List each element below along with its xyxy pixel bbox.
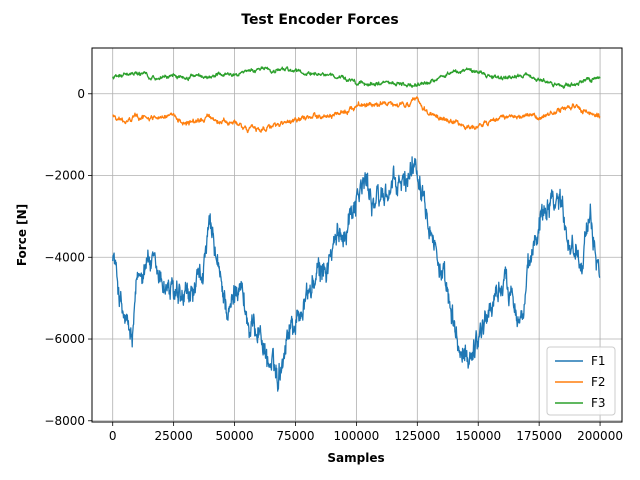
legend: F1 F2 F3 (546, 346, 616, 416)
legend-label-f3: F3 (591, 396, 606, 410)
x-tick-label: 100000 (333, 429, 379, 443)
x-tick-label: 50000 (215, 429, 253, 443)
series-line-f2 (112, 96, 601, 134)
x-tick-label: 0 (109, 429, 117, 443)
series-line-f1 (112, 156, 601, 392)
x-axis: 0 25000 50000 75000 100000 125000 150000 175000… (109, 422, 623, 443)
x-tick-label: 25000 (155, 429, 193, 443)
y-axis: −8000 −6000 −4000 −2000 0 (44, 87, 92, 428)
y-tick-label: −6000 (44, 332, 85, 346)
legend-box (546, 346, 616, 416)
y-tick-label: 0 (77, 87, 85, 101)
series-line-f3 (112, 66, 601, 89)
y-tick-label: −8000 (44, 414, 85, 428)
gridlines (92, 48, 622, 422)
legend-label-f2: F2 (591, 375, 606, 389)
x-tick-label: 200000 (577, 429, 623, 443)
x-tick-label: 150000 (455, 429, 501, 443)
y-tick-label: −2000 (44, 169, 85, 183)
y-tick-label: −4000 (44, 250, 85, 264)
y-axis-label: Force [N] (15, 204, 29, 266)
plot-area-frame (91, 47, 623, 423)
x-tick-label: 175000 (516, 429, 562, 443)
x-tick-label: 75000 (276, 429, 314, 443)
series-group (112, 66, 601, 392)
legend-label-f1: F1 (591, 354, 606, 368)
x-axis-label: Samples (327, 451, 384, 465)
x-tick-label: 125000 (394, 429, 440, 443)
chart-title: Test Encoder Forces (241, 12, 398, 28)
